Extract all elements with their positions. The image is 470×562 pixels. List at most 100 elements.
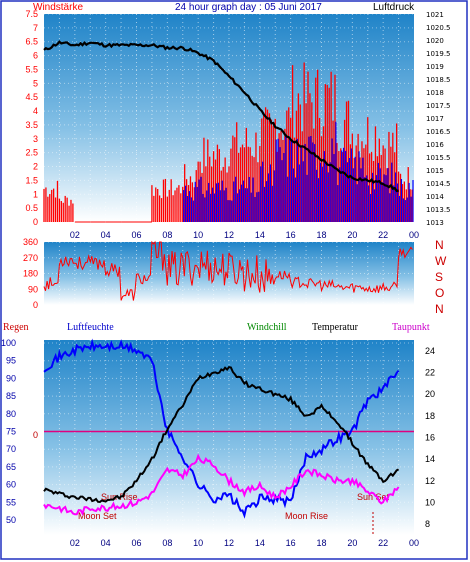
- moon-rise-label: Moon Rise: [285, 511, 328, 521]
- humidity-tick: 65: [6, 462, 16, 472]
- x-tick-label: 04: [101, 230, 111, 240]
- wind-speed-series: [43, 62, 413, 223]
- temperature-tick: 10: [425, 498, 435, 508]
- x-tick-label: 06: [131, 538, 141, 548]
- compass-label: N: [435, 302, 444, 316]
- wind-direction-tick: 0: [33, 300, 38, 310]
- legend-humidity: Luftfeuchte: [67, 322, 114, 333]
- x-tick-label: 16: [286, 538, 296, 548]
- humidity-series: [43, 338, 400, 519]
- humidity-tick: 95: [6, 356, 16, 366]
- x-tick-label: 02: [70, 538, 80, 548]
- wind-direction-tick: 270: [23, 253, 38, 263]
- x-tick-label: 00: [409, 230, 419, 240]
- humidity-temperature-x-axis: 02 04 06 08 10 12 14 16 18 20 22 00: [70, 538, 419, 548]
- x-tick-label: 12: [224, 538, 234, 548]
- humidity-tick: 75: [6, 427, 16, 437]
- pressure-tick: 1015.5: [426, 154, 451, 162]
- temperature-line: [43, 365, 400, 504]
- humidity-tick: 55: [6, 497, 16, 507]
- wind-force-label: Windstärke: [33, 2, 83, 13]
- pressure-tick: 1018.5: [426, 76, 451, 84]
- x-tick-label: 08: [162, 230, 172, 240]
- humidity-tick: 90: [6, 373, 16, 383]
- legend-row: Regen Luftfeuchte Windchill Temperatur T…: [3, 322, 430, 333]
- wind-force-tick: 4.5: [25, 92, 38, 102]
- x-tick-label: 16: [286, 230, 296, 240]
- wind-force-tick: 5.5: [25, 64, 38, 74]
- temperature-axis: 8 10 12 14 16 18 20 22 24: [425, 346, 435, 529]
- humidity-axis: 50 55 60 65 70 75 80 85 90 95 100: [1, 338, 16, 525]
- wind-direction-series: [43, 240, 413, 301]
- temperature-tick: 22: [425, 368, 435, 378]
- x-tick-label: 06: [131, 230, 141, 240]
- x-tick-label: 14: [255, 538, 265, 548]
- wind-direction-tick: 180: [23, 269, 38, 279]
- wind-force-tick: 2: [33, 162, 38, 172]
- wind-force-tick: 1.5: [25, 175, 38, 185]
- humidity-tick: 70: [6, 444, 16, 454]
- wind-force-tick: 2.5: [25, 148, 38, 158]
- pressure-tick: 1019: [426, 63, 444, 71]
- humidity-temperature-plot-area: [44, 340, 414, 535]
- temperature-tick: 16: [425, 433, 435, 443]
- legend-dewpoint: Taupunkt: [392, 322, 430, 333]
- wind-force-tick: 1: [33, 189, 38, 199]
- humidity-tick: 80: [6, 409, 16, 419]
- temperature-tick: 8: [425, 519, 430, 529]
- pressure-tick: 1018: [426, 89, 444, 97]
- wind-direction-tick: 90: [28, 284, 38, 294]
- temperature-tick: 14: [425, 454, 435, 464]
- temperature-series: [43, 365, 400, 504]
- x-tick-label: 10: [193, 230, 203, 240]
- x-tick-label: 08: [162, 538, 172, 548]
- temperature-tick: 20: [425, 389, 435, 399]
- x-tick-label: 02: [70, 230, 80, 240]
- legend-windchill: Windchill: [247, 322, 287, 333]
- graph-title: 24 hour graph day : 05 Juni 2017: [175, 2, 322, 13]
- wind-force-tick: 6: [33, 51, 38, 61]
- compass-label: W: [435, 254, 447, 268]
- pressure-tick: 1016.5: [426, 128, 451, 136]
- x-tick-label: 00: [409, 538, 419, 548]
- pressure-tick: 1019.5: [426, 50, 451, 58]
- pressure-tick: 1016: [426, 141, 444, 149]
- rain-zero-label: 0: [33, 430, 38, 440]
- temperature-tick: 24: [425, 346, 435, 356]
- x-tick-label: 10: [193, 538, 203, 548]
- x-tick-label: 22: [378, 230, 388, 240]
- humidity-tick: 85: [6, 391, 16, 401]
- moon-set-label: Moon Set: [78, 511, 117, 521]
- wind-force-tick: 3.5: [25, 120, 38, 130]
- x-tick-label: 22: [378, 538, 388, 548]
- pressure-line: [43, 40, 399, 193]
- pressure-tick: 1017: [426, 115, 444, 123]
- pressure-tick: 1017.5: [426, 102, 451, 110]
- wind-direction-line: [43, 240, 413, 301]
- pressure-tick: 1021: [426, 11, 444, 19]
- temperature-tick: 12: [425, 476, 435, 486]
- humidity-line: [43, 338, 400, 519]
- pressure-tick: 1014.5: [426, 180, 451, 188]
- legend-temperature: Temperatur: [312, 322, 359, 333]
- wind-force-axis: 0 0.5 1 1.5 2 2.5 3 3.5 4 4.5 5 5.5 6 6.5 7 7.5: [25, 9, 38, 227]
- wind-direction-axis: 0 90 180 270 360: [23, 237, 38, 310]
- humidity-tick: 100: [1, 338, 16, 348]
- wind-force-tick: 7: [33, 23, 38, 33]
- wind-force-tick: 3: [33, 134, 38, 144]
- humidity-temperature-panel: Moon Set Sun Rise Moon Rise Sun Set 5055…: [1, 338, 435, 548]
- pressure-axis: 1013 1013.5 1014 1014.5 1015 1015.5 1016 1016.5…: [426, 11, 451, 227]
- wind-force-tick: 5: [33, 78, 38, 88]
- sun-set-label: Sun Set: [357, 492, 390, 502]
- pressure-tick: 1013: [426, 219, 444, 227]
- x-tick-label: 20: [347, 230, 357, 240]
- compass-label: O: [435, 286, 444, 300]
- x-tick-label: 18: [316, 230, 326, 240]
- x-tick-label: 14: [255, 230, 265, 240]
- compass-label: S: [435, 270, 443, 284]
- temperature-tick: 18: [425, 411, 435, 421]
- pressure-series: [43, 40, 399, 193]
